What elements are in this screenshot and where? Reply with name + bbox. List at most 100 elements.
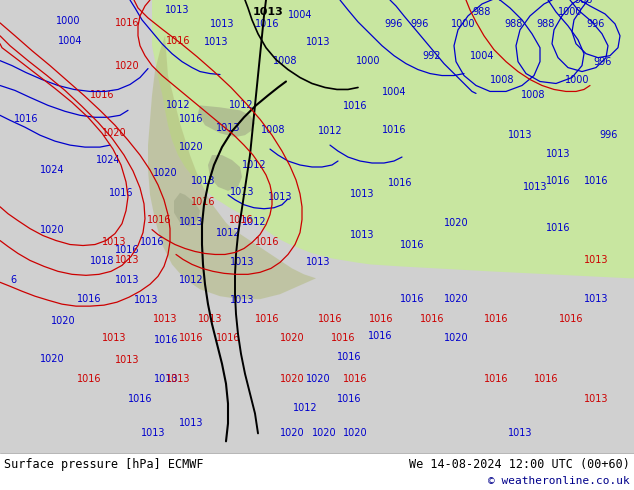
Text: 1013: 1013 [153, 314, 178, 324]
Text: 1013: 1013 [584, 393, 608, 404]
Text: 1000: 1000 [565, 74, 589, 84]
Text: 1013: 1013 [508, 428, 533, 439]
Text: 1013: 1013 [268, 192, 292, 202]
Text: We 14-08-2024 12:00 UTC (00+60): We 14-08-2024 12:00 UTC (00+60) [409, 458, 630, 470]
Text: 1018: 1018 [90, 256, 114, 267]
Text: 1000: 1000 [558, 7, 582, 17]
Text: 1020: 1020 [40, 354, 64, 364]
Text: 1016: 1016 [534, 374, 559, 384]
Text: 1016: 1016 [400, 294, 424, 304]
Text: 1013: 1013 [115, 255, 139, 266]
Text: 1016: 1016 [584, 176, 608, 186]
Polygon shape [174, 193, 200, 226]
Text: 1004: 1004 [470, 50, 495, 61]
Text: 1020: 1020 [306, 374, 330, 384]
Text: 988: 988 [537, 19, 555, 29]
Text: 1013: 1013 [115, 275, 139, 285]
Text: 1016: 1016 [368, 331, 392, 341]
Text: 1016: 1016 [343, 374, 367, 384]
Text: 1013: 1013 [141, 428, 165, 439]
Text: 1020: 1020 [101, 128, 126, 138]
Text: 1012: 1012 [293, 402, 317, 413]
Text: 1012: 1012 [216, 227, 240, 238]
Text: 1016: 1016 [127, 393, 152, 404]
Text: 1013: 1013 [204, 37, 228, 47]
Text: 1016: 1016 [388, 178, 412, 188]
Text: 996: 996 [385, 19, 403, 29]
Text: 1000: 1000 [56, 16, 81, 26]
Text: 1016: 1016 [484, 314, 508, 324]
Text: 1016: 1016 [115, 245, 139, 255]
Text: 1004: 1004 [288, 10, 313, 20]
Text: 1016: 1016 [77, 294, 101, 304]
Text: 1013: 1013 [179, 418, 204, 428]
Text: 1013: 1013 [230, 257, 254, 268]
Text: 1016: 1016 [546, 176, 570, 186]
Text: 1008: 1008 [489, 74, 514, 84]
Text: 1013: 1013 [306, 37, 330, 47]
Text: 1016: 1016 [559, 314, 583, 324]
Text: 1016: 1016 [420, 314, 444, 324]
Text: 1013: 1013 [101, 237, 126, 246]
Polygon shape [148, 36, 316, 299]
Text: 1016: 1016 [369, 314, 393, 324]
Text: 1016: 1016 [484, 374, 508, 384]
Text: 1013: 1013 [115, 355, 139, 365]
Text: 1020: 1020 [444, 218, 469, 228]
Text: 1013: 1013 [230, 295, 254, 305]
Text: 996: 996 [411, 19, 429, 29]
Text: 1020: 1020 [343, 428, 367, 439]
Text: 1016: 1016 [343, 101, 367, 111]
Text: 1016: 1016 [318, 314, 342, 324]
Text: 1016: 1016 [546, 222, 570, 233]
Text: 1013: 1013 [546, 149, 570, 159]
Text: 6: 6 [10, 275, 16, 285]
Text: 1012: 1012 [242, 217, 266, 227]
Text: 1020: 1020 [280, 428, 304, 439]
Text: 1020: 1020 [444, 294, 469, 304]
Text: 1013: 1013 [134, 295, 158, 305]
Text: 1016: 1016 [382, 125, 406, 135]
Text: 1013: 1013 [523, 182, 547, 192]
Text: 996: 996 [587, 19, 605, 29]
Polygon shape [198, 105, 255, 137]
Text: 988: 988 [473, 7, 491, 17]
Text: 1013: 1013 [154, 374, 178, 384]
Text: 1016: 1016 [331, 333, 355, 343]
Text: 1008: 1008 [273, 56, 297, 66]
Text: 996: 996 [600, 130, 618, 140]
Text: 1016: 1016 [179, 333, 204, 343]
Text: 1016: 1016 [14, 114, 38, 124]
Text: 1016: 1016 [165, 36, 190, 46]
Text: 1020: 1020 [312, 428, 336, 439]
Text: 1020: 1020 [444, 333, 469, 343]
Text: 1012: 1012 [179, 275, 204, 285]
Text: 1016: 1016 [337, 393, 361, 404]
Text: 1013: 1013 [101, 333, 126, 343]
Text: 1013: 1013 [165, 374, 190, 384]
Text: 1024: 1024 [40, 165, 64, 175]
Text: 1016: 1016 [216, 333, 240, 343]
Text: Surface pressure [hPa] ECMWF: Surface pressure [hPa] ECMWF [4, 458, 204, 470]
Text: 1013: 1013 [508, 130, 533, 140]
Text: 1013: 1013 [252, 7, 283, 17]
Text: 1013: 1013 [306, 257, 330, 268]
Text: 1013: 1013 [191, 176, 216, 186]
Text: 1008: 1008 [261, 125, 285, 135]
Text: 1013: 1013 [584, 255, 608, 266]
Text: 1013: 1013 [230, 187, 254, 197]
Text: 1016: 1016 [139, 237, 164, 246]
Text: 1013: 1013 [165, 5, 190, 15]
Text: 1012: 1012 [318, 126, 342, 136]
Text: 992: 992 [423, 50, 441, 61]
Text: 1016: 1016 [146, 215, 171, 225]
Text: 988: 988 [505, 19, 523, 29]
Text: 1016: 1016 [337, 352, 361, 362]
Text: 1004: 1004 [58, 36, 82, 46]
Text: 1013: 1013 [584, 294, 608, 304]
Text: 1016: 1016 [154, 335, 178, 345]
Text: 1016: 1016 [400, 240, 424, 249]
Text: 1016: 1016 [115, 18, 139, 28]
Text: 1012: 1012 [229, 100, 254, 110]
Text: 1016: 1016 [255, 314, 279, 324]
